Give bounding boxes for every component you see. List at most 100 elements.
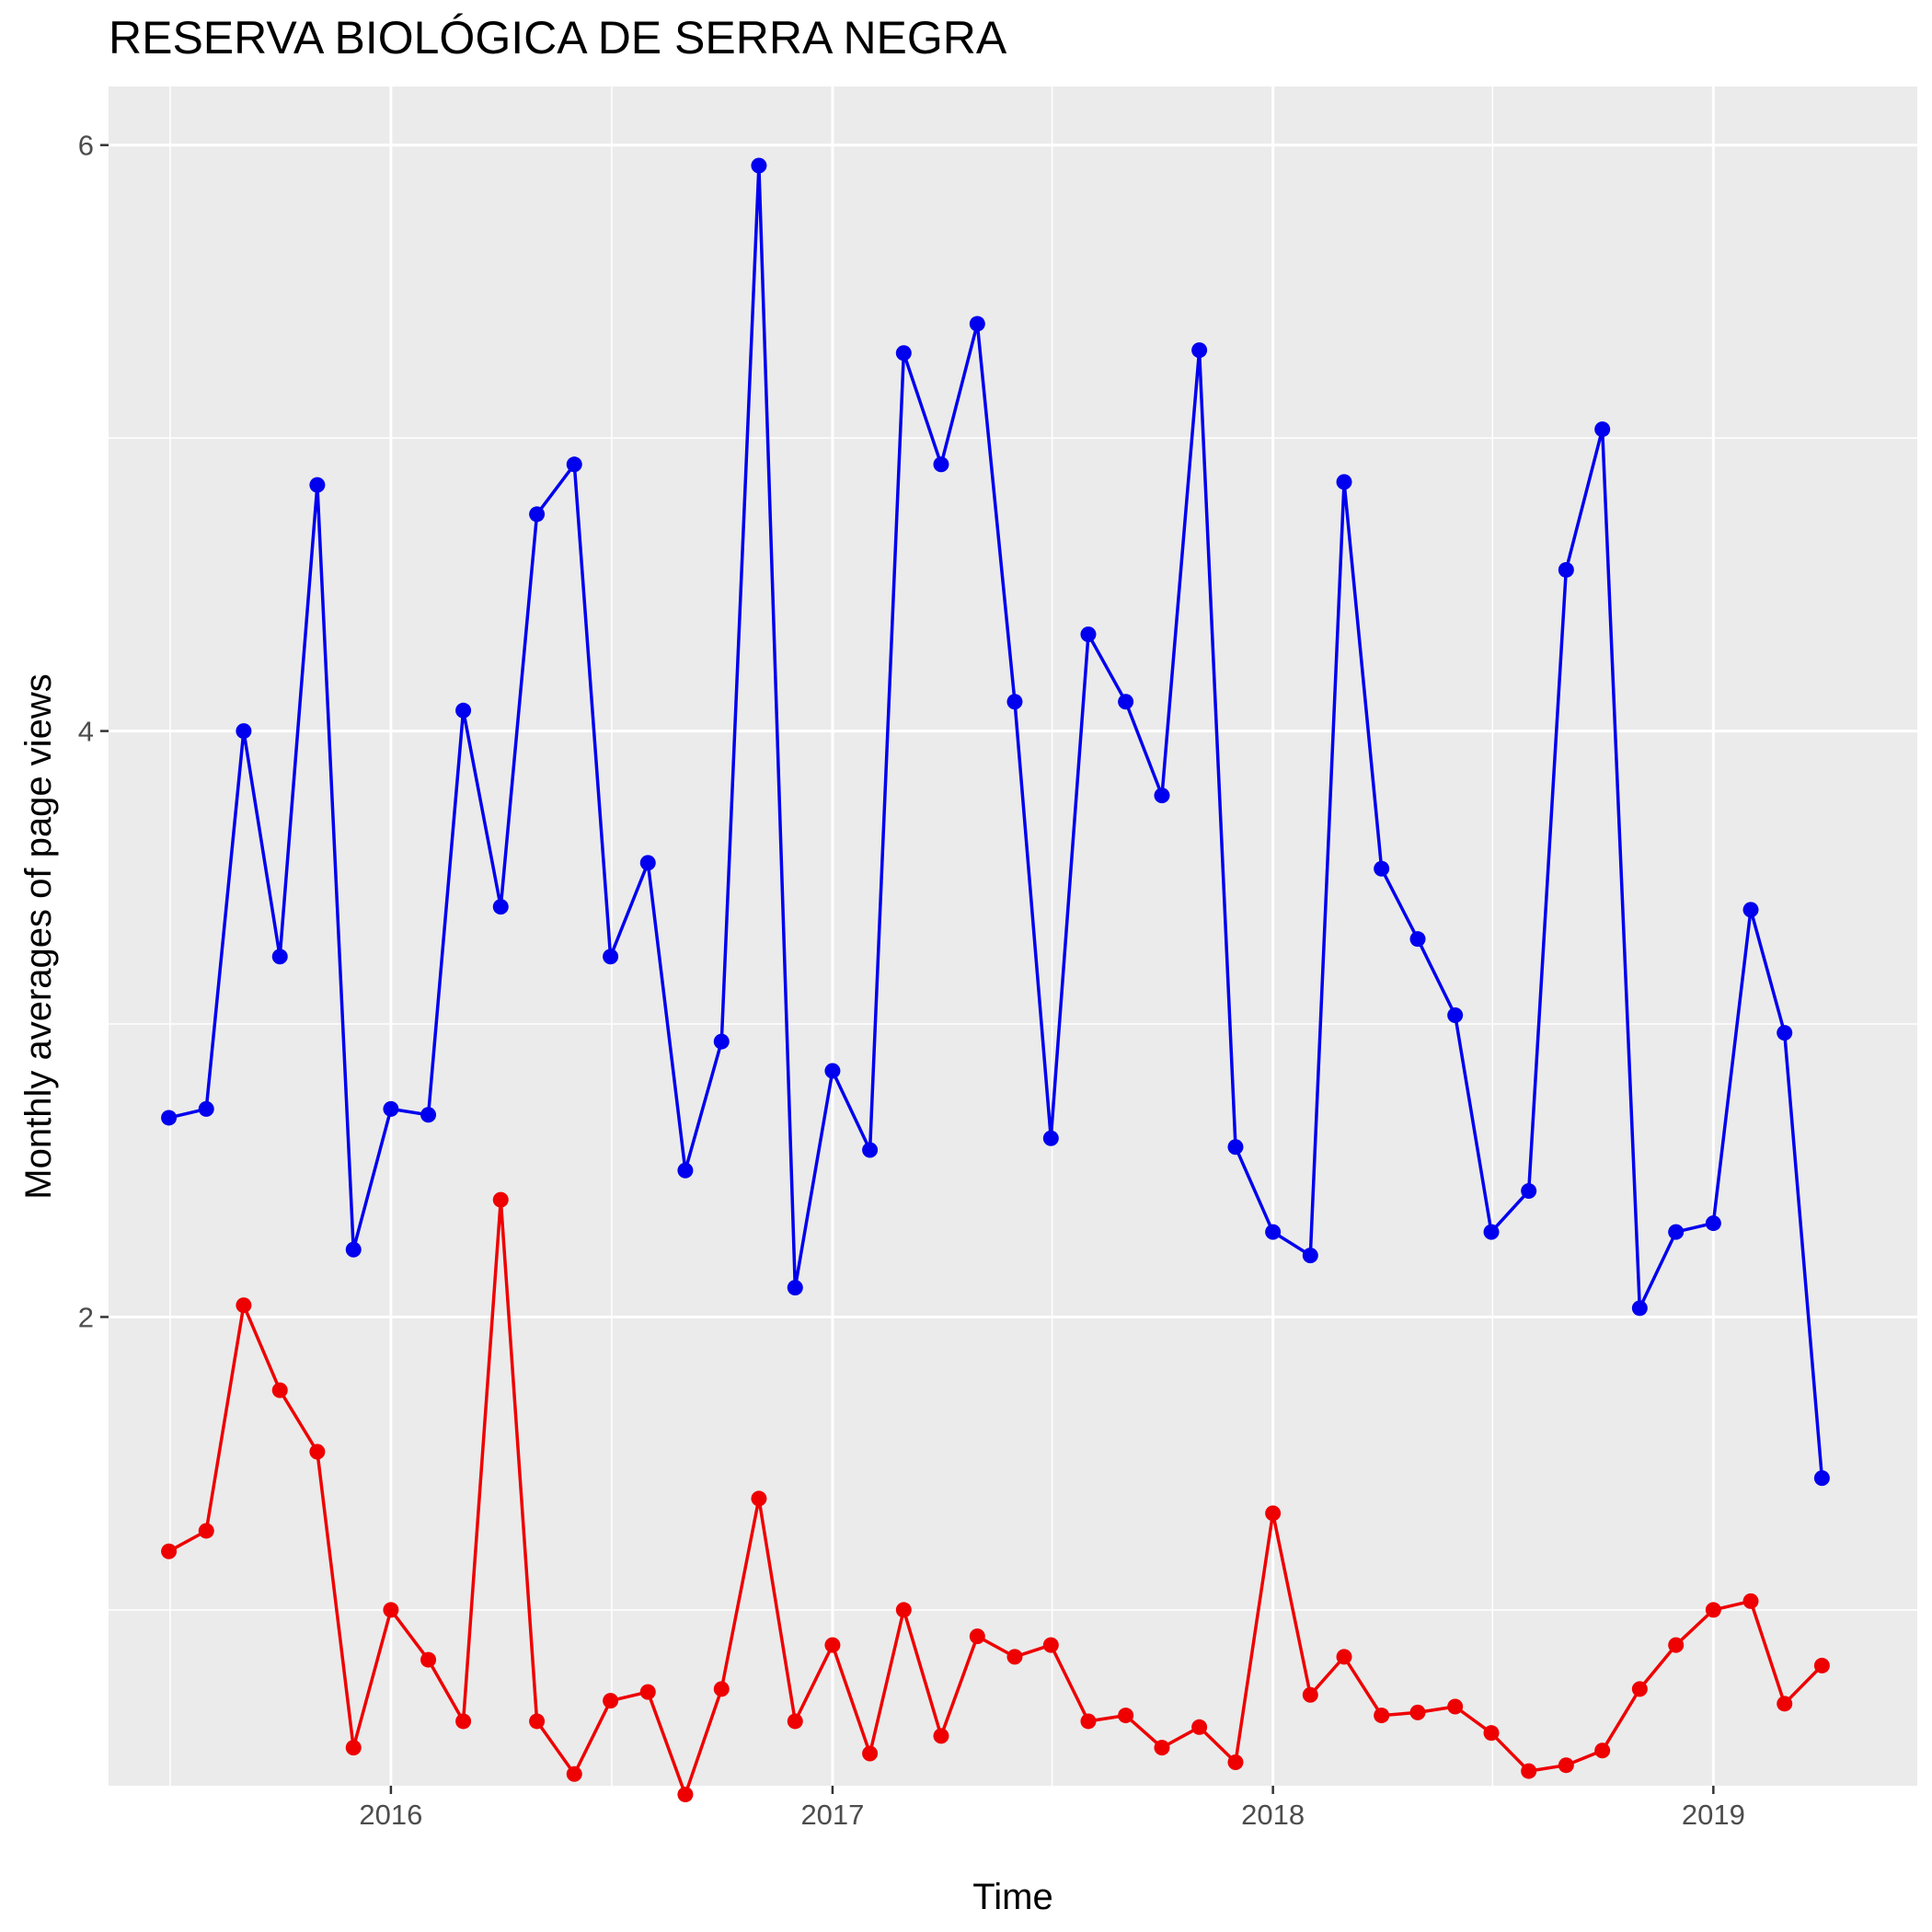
series-1-point [492, 899, 509, 915]
series-1-point [895, 345, 912, 362]
series-2-point [455, 1713, 472, 1730]
series-1-point [1006, 694, 1023, 710]
x-axis: 2016 2017 2018 2019 [359, 1786, 1745, 1831]
series-1-point [1265, 1224, 1282, 1240]
x-axis-title: Time [972, 1877, 1052, 1917]
x-tick-label: 2016 [359, 1799, 422, 1831]
series-1-point [639, 855, 656, 871]
series-2-point [1154, 1740, 1170, 1756]
series-2-point [1265, 1505, 1282, 1522]
y-axis-title: Monthly averages of page views [18, 673, 59, 1199]
series-2-point [1336, 1649, 1352, 1665]
series-1-point [1705, 1215, 1721, 1232]
series-1-point [1118, 694, 1134, 710]
series-1-point [1154, 788, 1170, 804]
series-1-point [1558, 561, 1574, 578]
series-1-point [198, 1100, 214, 1117]
series-1-point [309, 477, 326, 493]
series-2-point [161, 1543, 178, 1559]
series-2-point [751, 1490, 767, 1507]
series-1-point [751, 157, 767, 174]
series-2-point [1777, 1696, 1793, 1712]
series-1-point [1521, 1183, 1537, 1200]
series-2-point [383, 1602, 399, 1618]
series-2-point [1558, 1757, 1574, 1774]
series-1-point [824, 1063, 841, 1079]
series-2-point [1302, 1686, 1318, 1703]
series-1-line [168, 164, 1824, 1478]
series-2-point [824, 1637, 841, 1653]
series-2-point [420, 1651, 437, 1668]
series-1-point [1668, 1224, 1685, 1240]
series-2-point [1483, 1725, 1500, 1742]
series-2-point [713, 1681, 730, 1697]
series-1-point [1447, 1006, 1464, 1023]
x-tick-label: 2019 [1682, 1799, 1745, 1831]
series-2-point [1447, 1698, 1464, 1715]
series-1-point [1594, 421, 1611, 438]
series-2-point [1042, 1637, 1059, 1653]
series-2-point [1191, 1719, 1208, 1735]
series-2-point [529, 1713, 546, 1730]
y-tick-label: 2 [78, 1301, 94, 1333]
y-axis: 2 4 6 [78, 130, 109, 1333]
series-2-point [566, 1765, 582, 1782]
series-1-point [1742, 902, 1759, 918]
series-1-point [1227, 1139, 1244, 1156]
series-1-point [713, 1033, 730, 1050]
series-1-point [933, 456, 949, 473]
series-2-point [862, 1745, 879, 1762]
series-1-point [271, 949, 288, 965]
series-1-point [1042, 1130, 1059, 1146]
series-2-point [198, 1523, 214, 1539]
series-1-point [455, 702, 472, 719]
series-2-point [933, 1728, 949, 1744]
series-2-point [677, 1787, 694, 1803]
series-1-point [383, 1100, 399, 1117]
series-1-point [420, 1107, 437, 1123]
series-2-point [1118, 1708, 1134, 1724]
series-1-point [1336, 474, 1352, 490]
series-2-point [1631, 1681, 1648, 1697]
grid-minor [109, 86, 1917, 1786]
series-2-point [271, 1382, 288, 1398]
series-2-point [639, 1684, 656, 1700]
y-tick-label: 6 [78, 130, 94, 162]
series-1-point [1409, 931, 1426, 948]
series-1-point [787, 1280, 803, 1296]
series-1-point [1483, 1224, 1500, 1240]
series-2-point [1080, 1713, 1097, 1730]
series-1-point [1191, 342, 1208, 359]
series-2-point [1742, 1593, 1759, 1609]
series-2-point [492, 1191, 509, 1208]
series-2-point [1813, 1657, 1830, 1673]
series-layer [161, 157, 1830, 1803]
plot-panel [109, 86, 1917, 1786]
series-2-point [1374, 1708, 1390, 1724]
series-2-point [309, 1443, 326, 1460]
series-2-point [1668, 1637, 1685, 1653]
series-1-point [161, 1110, 178, 1126]
grid-major [109, 86, 1917, 1786]
series-2-point [1521, 1763, 1537, 1779]
x-tick-label: 2018 [1241, 1799, 1305, 1831]
y-tick-label: 4 [78, 716, 94, 748]
series-2-point [1006, 1649, 1023, 1665]
series-1-point [1813, 1470, 1830, 1487]
series-2-point [1227, 1754, 1244, 1771]
series-2-point [345, 1740, 362, 1756]
series-1-point [1302, 1248, 1318, 1264]
series-2-point [1705, 1602, 1721, 1618]
series-1-point [236, 723, 252, 740]
series-1-point [969, 316, 985, 332]
series-2-point [236, 1297, 252, 1314]
series-1-point [1631, 1300, 1648, 1317]
series-2-point [1409, 1704, 1426, 1720]
series-1-point [1080, 626, 1097, 642]
chart-title: RESERVA BIOLÓGICA DE SERRA NEGRA [109, 12, 1007, 63]
series-2-point [969, 1628, 985, 1645]
series-1-point [529, 506, 546, 523]
series-1-point [566, 456, 582, 473]
series-1-point [677, 1162, 694, 1179]
